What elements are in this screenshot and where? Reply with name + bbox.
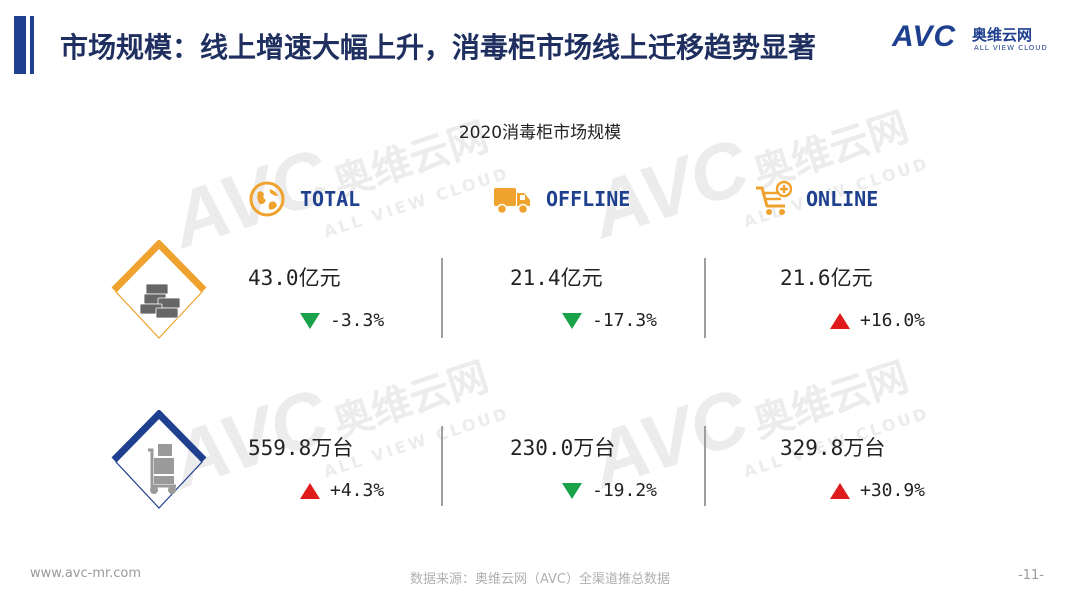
column-header-total: TOTAL [248, 180, 360, 218]
metric-value: 21.4亿元 [510, 266, 603, 290]
column-divider [441, 426, 443, 506]
globe-icon [249, 181, 285, 217]
metric-change: -19.2% [562, 480, 657, 501]
metric-change: -17.3% [562, 310, 657, 331]
cart-plus-icon [756, 180, 792, 215]
footer-source: 数据来源：奥维云网（AVC）全渠道推总数据 [409, 572, 671, 587]
metric-change: +4.3% [300, 480, 384, 501]
increase-arrow-icon [830, 482, 850, 499]
logo-mark: AVC [892, 20, 957, 53]
truck-icon [494, 188, 530, 215]
money-stack-icon [111, 240, 207, 339]
metric-value: 230.0万台 [510, 436, 616, 460]
column-divider [704, 258, 706, 338]
logo-en-name: ALL VIEW CLOUD [974, 44, 1048, 52]
column-label: TOTAL [300, 187, 361, 211]
header-accent-bar-thin [30, 16, 34, 74]
header-accent-bar [14, 16, 26, 74]
hand-truck-boxes-icon [111, 410, 207, 509]
metric-value: 329.8万台 [780, 436, 886, 460]
watermark: AVC 奥维云网 ALL VIEW CLOUD [580, 103, 932, 255]
column-header-online: ONLINE [754, 180, 878, 218]
decrease-arrow-icon [562, 482, 582, 499]
column-label: ONLINE [806, 187, 879, 211]
metric-change: +30.9% [830, 480, 925, 501]
logo-cn-name: 奥维云网 [972, 26, 1033, 44]
metric-change: -3.3% [300, 310, 384, 331]
decrease-arrow-icon [300, 312, 320, 329]
metric-change: +16.0% [830, 310, 925, 331]
column-divider [704, 426, 706, 506]
decrease-arrow-icon [562, 312, 582, 329]
increase-arrow-icon [300, 482, 320, 499]
column-label: OFFLINE [546, 187, 631, 211]
column-header-offline: OFFLINE [492, 180, 630, 218]
metric-value: 21.6亿元 [780, 266, 873, 290]
metric-value: 559.8万台 [248, 436, 354, 460]
increase-arrow-icon [830, 312, 850, 329]
avc-logo: AVC 奥维云网 ALL VIEW CLOUD [892, 20, 1062, 60]
metric-value: 43.0亿元 [248, 266, 341, 290]
footer-website: www.avc-mr.com [30, 566, 142, 581]
column-divider [441, 258, 443, 338]
section-subtitle: 2020消毒柜市场规模 [458, 123, 622, 143]
page-title: 市场规模：线上增速大幅上升，消毒柜市场线上迁移趋势显著 [60, 31, 817, 64]
page-number: -11- [1018, 568, 1044, 583]
